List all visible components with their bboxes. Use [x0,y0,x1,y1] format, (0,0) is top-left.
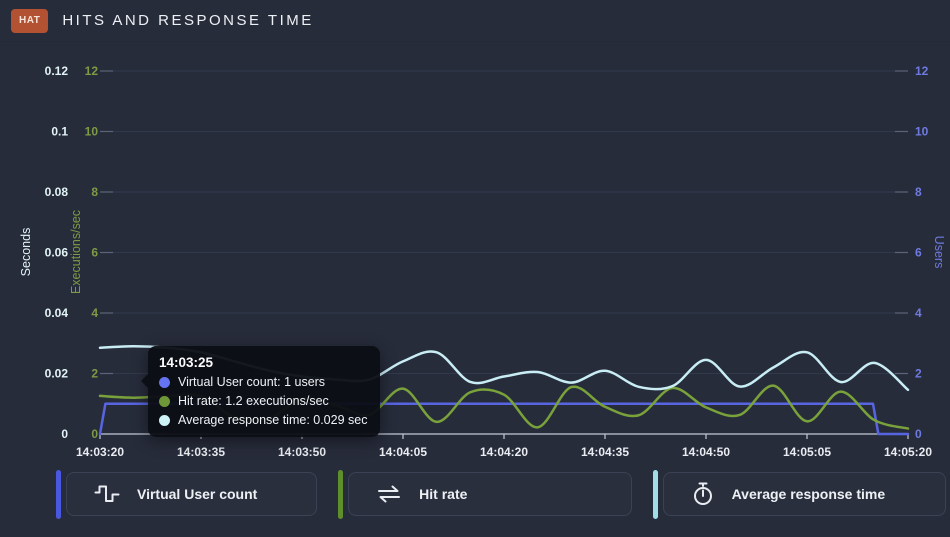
tooltip-timestamp: 14:03:25 [159,355,214,370]
svg-text:14:04:50: 14:04:50 [682,445,730,459]
svg-text:10: 10 [85,125,99,139]
tooltip-row-hit-rate: Hit rate: 1.2 executions/sec [159,394,367,408]
tooltip-row-text: Virtual User count: 1 users [178,375,326,389]
svg-text:14:04:20: 14:04:20 [480,445,528,459]
users-axis-title: Users [932,236,946,269]
svg-text:0.1: 0.1 [51,125,68,139]
svg-text:14:05:20: 14:05:20 [884,445,932,459]
executions-axis-title: Executions/sec [69,210,83,294]
legend-label: Average response time [731,486,886,502]
x-axis: 14:03:20 14:03:35 14:03:50 14:04:05 14:04:20… [76,433,932,459]
seconds-axis-title: Seconds [19,228,33,277]
svg-text:12: 12 [915,64,929,78]
series-dot-icon [159,395,170,407]
svg-text:14:05:05: 14:05:05 [783,445,831,459]
svg-text:6: 6 [915,246,922,260]
tooltip-row-text: Hit rate: 1.2 executions/sec [178,394,329,408]
series-dot-icon [159,376,170,388]
tooltip-row-avg-response: Average response time: 0.029 sec [159,413,367,427]
tooltip-row-virtual-users: Virtual User count: 1 users [159,375,367,389]
svg-text:12: 12 [85,64,99,78]
svg-text:14:03:35: 14:03:35 [177,445,225,459]
tooltip-row-text: Average response time: 0.029 sec [178,413,368,427]
legend-item-avg-response-time[interactable]: Average response time [652,469,946,519]
legend-item-virtual-user-count[interactable]: Virtual User count [56,469,318,519]
stopwatch-icon [691,482,715,506]
chart-tooltip: 14:03:25 Virtual User count: 1 users Hit… [140,346,381,437]
svg-text:0.04: 0.04 [45,306,69,320]
hat-badge: HAT [11,8,49,33]
chart-area: 14:03:20 14:03:35 14:03:50 14:04:05 14:04:20… [0,42,950,467]
chart-canvas[interactable]: 14:03:20 14:03:35 14:03:50 14:04:05 14:04:20… [0,42,950,467]
square-wave-icon [94,485,120,503]
legend-accent-bar [338,469,344,519]
legend-label: Virtual User count [137,486,258,502]
svg-text:0.08: 0.08 [45,185,69,199]
svg-text:0: 0 [61,427,68,441]
legend-accent-bar [652,469,658,519]
svg-text:14:03:50: 14:03:50 [278,445,326,459]
panel-header: HAT HITS AND RESPONSE TIME [0,0,950,42]
svg-text:2: 2 [91,367,98,381]
svg-text:8: 8 [915,185,922,199]
svg-text:10: 10 [915,125,929,139]
svg-text:14:03:20: 14:03:20 [76,445,124,459]
svg-text:14:04:05: 14:04:05 [379,445,427,459]
svg-text:14:04:35: 14:04:35 [581,445,629,459]
svg-text:4: 4 [915,306,922,320]
svg-text:0.12: 0.12 [45,64,69,78]
svg-text:4: 4 [91,306,98,320]
page-title: HITS AND RESPONSE TIME [62,12,314,29]
legend-item-hit-rate[interactable]: Hit rate [338,469,632,519]
svg-text:0.02: 0.02 [45,367,69,381]
legend-accent-bar [56,469,61,519]
swap-arrows-icon [376,485,402,503]
svg-text:0: 0 [91,427,98,441]
svg-text:6: 6 [91,246,98,260]
svg-text:0.06: 0.06 [45,246,69,260]
svg-text:2: 2 [915,367,922,381]
svg-text:0: 0 [915,427,922,441]
chart-legend: Virtual User count Hit rate [0,467,950,519]
gridlines [100,70,908,375]
y-tick-labels: 0 0.02 0.04 0.06 0.08 0.1 0.12 0 2 4 6 8 10 12 0 2 4 6 8 10… [45,64,929,441]
series-dot-icon [159,414,170,426]
legend-label: Hit rate [419,486,468,502]
svg-text:8: 8 [91,185,98,199]
